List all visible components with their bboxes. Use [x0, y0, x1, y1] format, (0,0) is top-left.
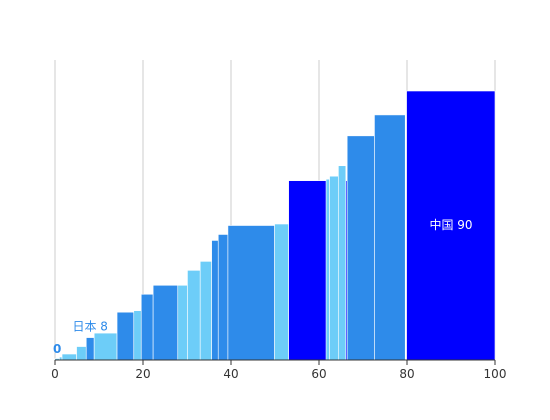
x-tick-label-1: 20 [135, 367, 150, 381]
x-tick-label-3: 60 [311, 367, 326, 381]
bar-21 [346, 135, 375, 361]
x-tick-label-5: 100 [484, 367, 507, 381]
x-tick-label-0: 0 [51, 367, 59, 381]
bar-3 [76, 346, 87, 361]
bar-16 [274, 223, 289, 361]
bar-23 [406, 90, 496, 361]
data-label-1: 日本 8 [72, 320, 107, 334]
bar-20 [338, 165, 347, 361]
bar-7 [133, 310, 142, 361]
bar-9 [152, 284, 179, 361]
bars [54, 90, 496, 361]
bar-14 [217, 234, 229, 361]
bar-4 [85, 337, 95, 361]
bar-13 [211, 240, 219, 361]
bar-6 [116, 311, 135, 361]
x-tick-label-2: 40 [223, 367, 238, 381]
bar-19 [329, 175, 339, 361]
bar-15 [227, 225, 275, 361]
data-labels: 0 日本 8 中国 90 [53, 217, 473, 356]
data-label-2: 中国 90 [429, 217, 472, 232]
bar-2 [61, 353, 77, 361]
bar-12 [199, 261, 212, 361]
bar-5 [93, 332, 118, 361]
x-tick-label-4: 80 [399, 367, 414, 381]
x-axis: 0 20 40 60 80 100 [51, 360, 506, 381]
bar-11 [187, 270, 201, 361]
bar-18 [325, 178, 330, 361]
bar-10 [177, 284, 188, 361]
bar-8 [140, 293, 154, 361]
data-label-0: 0 [53, 342, 61, 356]
bar-22 [374, 114, 406, 361]
